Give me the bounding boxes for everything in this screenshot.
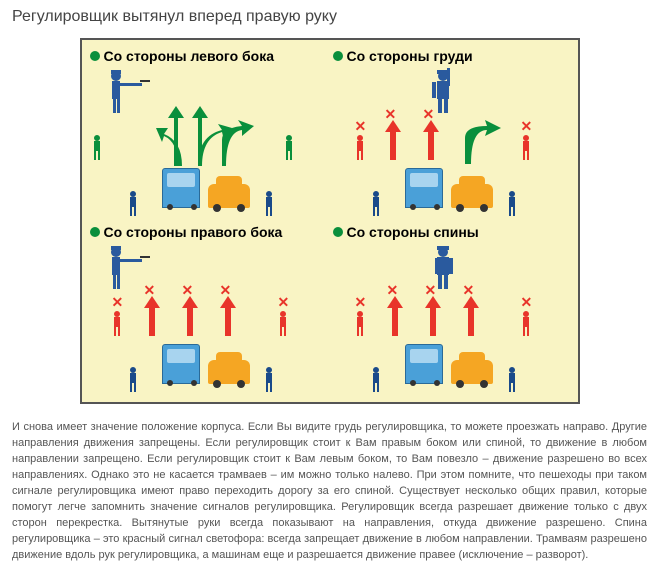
x-mark: ✕ bbox=[220, 282, 232, 299]
pedestrian-icon bbox=[505, 366, 519, 394]
bullet-icon bbox=[333, 51, 343, 61]
x-mark: ✕ bbox=[355, 118, 367, 135]
arrow-red: ✕ bbox=[385, 120, 401, 160]
pedestrian-icon bbox=[505, 190, 519, 218]
x-mark: ✕ bbox=[385, 106, 397, 123]
bullet-icon bbox=[90, 227, 100, 237]
x-mark: ✕ bbox=[521, 118, 533, 135]
arrow-red: ✕ bbox=[144, 296, 160, 336]
x-mark: ✕ bbox=[521, 294, 533, 311]
vehicles-row bbox=[162, 344, 250, 384]
arrows-row: ✕ ✕ bbox=[385, 120, 439, 160]
arrow-red: ✕ bbox=[423, 120, 439, 160]
panel-label: Со стороны левого бока bbox=[104, 48, 275, 64]
x-mark: ✕ bbox=[425, 282, 437, 299]
tram-icon bbox=[162, 168, 200, 208]
panel-title: Со стороны груди bbox=[333, 48, 570, 64]
scene: ✕ ✕ ✕ ✕ bbox=[333, 68, 570, 218]
panel-label: Со стороны спины bbox=[347, 224, 479, 240]
tram-icon bbox=[405, 344, 443, 384]
officer-figure bbox=[102, 68, 152, 118]
x-mark: ✕ bbox=[355, 294, 367, 311]
x-mark: ✕ bbox=[387, 282, 399, 299]
panel-title: Со стороны спины bbox=[333, 224, 570, 240]
pedestrian-icon bbox=[90, 134, 104, 162]
pedestrian-icon bbox=[126, 366, 140, 394]
x-mark: ✕ bbox=[278, 294, 290, 311]
tram-icon bbox=[162, 344, 200, 384]
car-icon bbox=[208, 360, 250, 384]
page-root: Регулировщик вытянул вперед правую руку … bbox=[0, 0, 659, 571]
pedestrian-icon: ✕ bbox=[519, 134, 533, 162]
pedestrian-icon: ✕ bbox=[276, 310, 290, 338]
car-icon bbox=[208, 184, 250, 208]
panel-title: Со стороны правого бока bbox=[90, 224, 327, 240]
bullet-icon bbox=[90, 51, 100, 61]
bullet-icon bbox=[333, 227, 343, 237]
x-mark: ✕ bbox=[423, 106, 435, 123]
vehicles-row bbox=[405, 168, 493, 208]
vehicles-row bbox=[162, 168, 250, 208]
pedestrian-icon: ✕ bbox=[353, 134, 367, 162]
pedestrian-icon bbox=[369, 366, 383, 394]
car-icon bbox=[451, 184, 493, 208]
traffic-diagram: Со стороны левого бока bbox=[80, 38, 580, 404]
tram-icon bbox=[405, 168, 443, 208]
scene: ✕ ✕ ✕ ✕ ✕ bbox=[90, 244, 327, 394]
page-title: Регулировщик вытянул вперед правую руку bbox=[12, 8, 647, 26]
arrow-red: ✕ bbox=[425, 296, 441, 336]
panel-left-side: Со стороны левого бока bbox=[90, 48, 327, 218]
panel-chest: Со стороны груди bbox=[333, 48, 570, 218]
x-mark: ✕ bbox=[182, 282, 194, 299]
panel-back: Со стороны спины ✕ bbox=[333, 224, 570, 394]
x-mark: ✕ bbox=[112, 294, 124, 311]
panel-title: Со стороны левого бока bbox=[90, 48, 327, 64]
arrows-row: ✕ ✕ ✕ bbox=[144, 296, 236, 336]
x-mark: ✕ bbox=[144, 282, 156, 299]
x-mark: ✕ bbox=[463, 282, 475, 299]
pedestrian-icon: ✕ bbox=[353, 310, 367, 338]
multi-arrow-green bbox=[154, 106, 264, 171]
pedestrian-icon: ✕ bbox=[519, 310, 533, 338]
arrow-green-curve bbox=[459, 118, 509, 169]
pedestrian-icon: ✕ bbox=[110, 310, 124, 338]
arrow-red: ✕ bbox=[387, 296, 403, 336]
body-text: И снова имеет значение положение корпуса… bbox=[12, 420, 647, 563]
pedestrian-icon bbox=[262, 366, 276, 394]
arrow-red: ✕ bbox=[220, 296, 236, 336]
pedestrian-icon bbox=[262, 190, 276, 218]
vehicles-row bbox=[405, 344, 493, 384]
pedestrian-icon bbox=[282, 134, 296, 162]
pedestrian-icon bbox=[126, 190, 140, 218]
scene bbox=[90, 68, 327, 218]
car-icon bbox=[451, 360, 493, 384]
pedestrian-icon bbox=[369, 190, 383, 218]
arrow-red: ✕ bbox=[182, 296, 198, 336]
arrows-row: ✕ ✕ ✕ bbox=[387, 296, 479, 336]
panel-label: Со стороны правого бока bbox=[104, 224, 283, 240]
panel-label: Со стороны груди bbox=[347, 48, 473, 64]
panel-right-side: Со стороны правого бока ✕ bbox=[90, 224, 327, 394]
arrow-red: ✕ bbox=[463, 296, 479, 336]
scene: ✕ ✕ ✕ ✕ ✕ bbox=[333, 244, 570, 394]
